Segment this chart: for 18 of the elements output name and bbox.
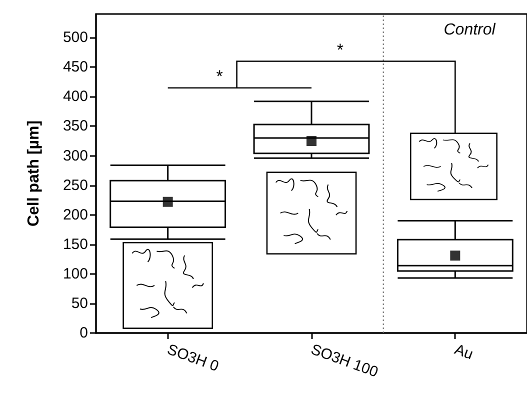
x-tick-label: SO3H 0 xyxy=(164,341,221,376)
y-axis-title: Cell path [µm] xyxy=(26,120,42,227)
y-tick-label: 0 xyxy=(80,324,88,342)
y-tick-label: 450 xyxy=(62,58,88,76)
y-tick-label: 350 xyxy=(62,118,88,135)
y-tick-label: 400 xyxy=(62,88,88,106)
y-tick-label: 100 xyxy=(62,265,88,282)
y-tick-label: 200 xyxy=(62,206,88,224)
y-tick-label: 50 xyxy=(71,294,88,312)
annotation: * xyxy=(216,66,224,86)
x-tick-label: Au xyxy=(452,341,476,364)
y-tick-label: 300 xyxy=(62,147,88,164)
y-tick-label: 150 xyxy=(62,236,88,253)
annotation: Control xyxy=(444,22,496,39)
x-tick-label: SO3H 100 xyxy=(308,341,380,381)
annotation: * xyxy=(336,40,344,60)
y-tick-label: 500 xyxy=(62,29,88,46)
y-tick-label: 250 xyxy=(62,176,88,194)
